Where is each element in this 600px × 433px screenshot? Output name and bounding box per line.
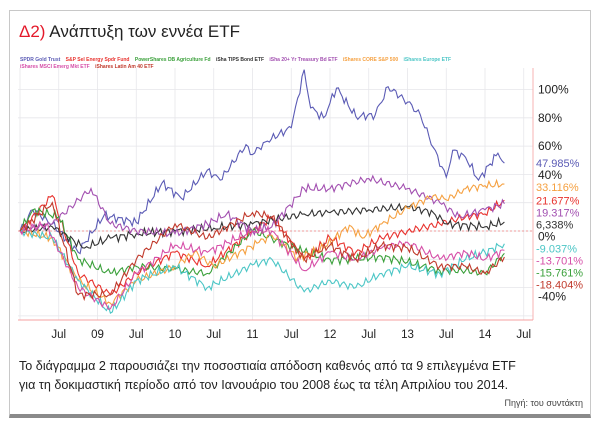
end-value-label: -13.701%	[536, 255, 583, 267]
x-tick-label: 13	[401, 329, 414, 341]
line-chart: 100%80%60%47.985%40%33.116%21.677%19.317…	[18, 68, 583, 341]
caption-line-2: για τη δοκιμαστική περίοδο από τον Ιανου…	[19, 378, 509, 392]
legend-item: iSha TIPS Bond ETF	[215, 57, 264, 63]
series-line-1	[19, 69, 505, 255]
series-line-4	[19, 202, 505, 249]
x-tick-label: 11	[247, 329, 259, 341]
series-line-5	[19, 174, 505, 238]
figure-number: Δ2)	[19, 22, 46, 41]
end-value-label: -18.404%	[536, 279, 583, 291]
x-tick-label: Jul	[516, 329, 531, 341]
caption: Το διάγραμμα 2 παρουσιάζει την ποσοστιαί…	[19, 357, 516, 395]
series-line-6	[19, 178, 505, 307]
series-line-7	[19, 229, 505, 314]
end-value-label: 21.677%	[536, 195, 580, 207]
legend-item: SPDR Gold Trust	[20, 57, 61, 63]
legend-item: iShares MSCI Emerg Mkt ETF	[20, 63, 90, 70]
x-tick-label: Jul	[361, 329, 376, 341]
y-tick-label: 0%	[538, 229, 556, 243]
x-tick-label: Jul	[439, 329, 454, 341]
x-tick-label: Jul	[284, 329, 299, 341]
y-tick-label: 60%	[538, 139, 562, 153]
series-line-9	[19, 201, 505, 302]
caption-line-1: Το διάγραμμα 2 παρουσιάζει την ποσοστιαί…	[19, 359, 516, 373]
y-tick-label: -40%	[538, 289, 566, 303]
legend-item: iShares Latin Am 40 ETF	[95, 63, 154, 70]
end-value-label: 19.317%	[536, 207, 580, 219]
legend-item: iShares Europe ETF	[403, 57, 452, 63]
series-line-2	[19, 194, 505, 296]
legend: SPDR Gold Trust S&P Sel Energy Spdr Fund…	[20, 57, 530, 70]
x-tick-label: 10	[169, 329, 182, 341]
legend-item: iSha 20+ Yr Treasury Bd ETF	[269, 57, 338, 63]
series-line-8	[19, 220, 505, 310]
x-tick-label: Jul	[51, 329, 66, 341]
end-value-label: -15.761%	[536, 267, 583, 279]
source-note: Πηγή: του συντάκτη	[504, 398, 583, 408]
legend-item: iShares CORE S&P 500	[342, 57, 399, 63]
y-tick-label: 40%	[538, 168, 562, 182]
x-tick-label: 12	[324, 329, 337, 341]
end-value-label: 47.985%	[536, 158, 580, 170]
page-title: Ανάπτυξη των εννέα ETF	[49, 22, 240, 41]
end-value-label: 6,338%	[536, 219, 574, 231]
chart-heading: Δ2) Ανάπτυξη των εννέα ETF	[19, 22, 240, 42]
chart-card	[9, 10, 591, 418]
y-tick-label: 100%	[538, 83, 569, 97]
x-tick-label: Jul	[206, 329, 221, 341]
x-tick-label: Jul	[129, 329, 144, 341]
x-tick-label: 09	[91, 329, 104, 341]
end-value-label: 33.116%	[536, 182, 579, 194]
end-value-label: -9.037%	[536, 243, 577, 255]
y-tick-label: 80%	[538, 111, 562, 125]
legend-item: PowerShares DB Agriculture Fd	[134, 57, 211, 63]
legend-item: S&P Sel Energy Spdr Fund	[65, 57, 130, 63]
x-tick-label: 14	[479, 329, 492, 341]
